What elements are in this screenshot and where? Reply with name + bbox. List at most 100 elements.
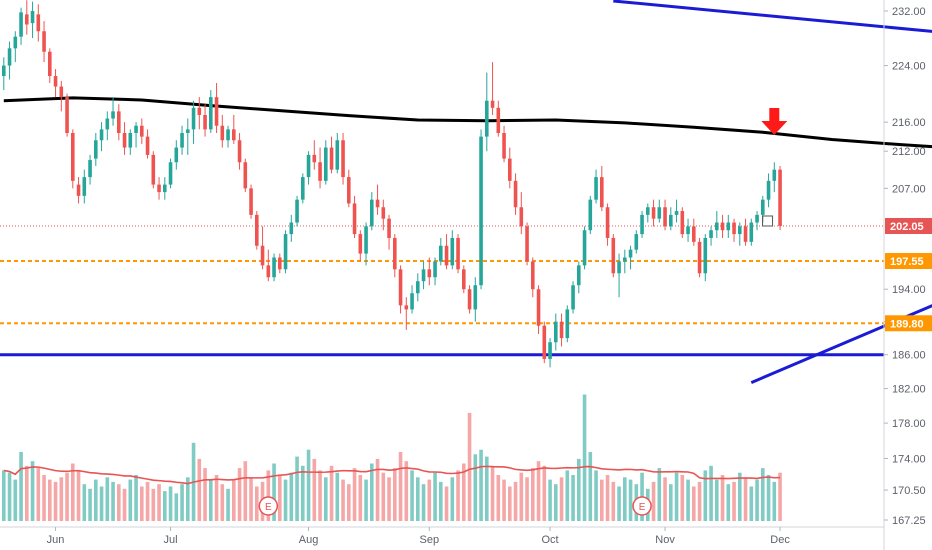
candle [53, 69, 58, 98]
candle-body [122, 132, 127, 148]
price-axis[interactable]: 232.00224.00216.00212.00207.00194.00190.… [883, 0, 932, 550]
volume-bar [513, 481, 518, 521]
earnings-marker[interactable]: E [632, 496, 652, 516]
candle [697, 237, 702, 278]
candle [766, 173, 771, 208]
candle-body [778, 169, 782, 226]
candle-body [347, 177, 351, 204]
price-tag[interactable]: 189.80 [885, 315, 932, 332]
volume-bar [312, 458, 317, 521]
volume-bar [536, 461, 541, 521]
price-tag-box [885, 253, 932, 270]
volume-bar [180, 484, 184, 521]
volume-bar [370, 463, 374, 521]
volume-bar [715, 479, 719, 521]
candle [191, 100, 196, 144]
volume-bar [53, 481, 58, 521]
candle-body [473, 285, 478, 310]
candle-body [450, 237, 455, 266]
candle-body [628, 249, 633, 258]
candle [646, 203, 650, 223]
candle [582, 226, 587, 270]
candle [255, 211, 259, 250]
candle [542, 321, 547, 364]
volume-bar [82, 484, 87, 521]
volume-bar [508, 486, 512, 521]
candle-body [761, 199, 765, 215]
candle [209, 90, 213, 133]
volume-bar [393, 468, 397, 521]
candle-body [611, 237, 616, 274]
candle [71, 129, 75, 189]
price-tag[interactable]: 197.55 [885, 253, 932, 270]
candle-body [508, 158, 512, 181]
volume-bar [249, 477, 253, 521]
candle-body [295, 199, 299, 223]
candle-body [76, 184, 81, 196]
candle-body [381, 207, 386, 219]
volume-bar [605, 475, 610, 521]
candle [99, 122, 104, 152]
volume-bar [71, 463, 75, 521]
candle-body [398, 269, 403, 306]
candle-body [703, 237, 708, 274]
candle [76, 177, 81, 204]
candle-body [82, 177, 87, 196]
upper-resistance-trendline[interactable] [613, 0, 932, 56]
volume-bar [444, 486, 449, 521]
candle [278, 253, 282, 274]
earnings-marker[interactable]: E [258, 496, 279, 516]
candle [145, 129, 150, 159]
candle [232, 114, 236, 144]
price-tick-label: 178.00 [892, 418, 926, 430]
candle-body [755, 214, 759, 223]
candle-body [163, 184, 167, 193]
volume-bar [467, 412, 472, 521]
candle-body [439, 245, 443, 262]
candle [318, 147, 322, 189]
candle-body [726, 222, 731, 231]
candle [82, 169, 87, 204]
moving-average-layer [3, 96, 932, 153]
candle [42, 21, 46, 63]
price-tag-label: 189.80 [890, 318, 924, 330]
volume-bar [542, 465, 547, 521]
candle-body [260, 245, 265, 266]
candle-body [128, 132, 133, 148]
volume-bar [318, 470, 322, 521]
candle-body [157, 184, 161, 193]
time-tick-label: Jul [164, 534, 178, 546]
volume-bar [427, 479, 432, 521]
moving-average-line[interactable] [3, 96, 932, 153]
candle [496, 100, 501, 137]
candle-body [341, 140, 345, 178]
candle-body [772, 169, 777, 181]
candle [88, 154, 92, 185]
volume-bar [404, 461, 409, 521]
time-axis[interactable]: Jun Jul Aug Sep Oct Nov Dec [0, 526, 884, 546]
candle-body [674, 211, 679, 215]
volume-bar [778, 472, 782, 521]
candle [237, 132, 242, 170]
candle-body [404, 305, 409, 310]
volume-bar [237, 468, 242, 521]
candle-body [427, 269, 432, 278]
candle [203, 104, 207, 137]
candle-body [48, 51, 52, 77]
volume-bar [157, 484, 161, 521]
candle-body [278, 257, 282, 270]
rising-support-trendline[interactable] [750, 216, 932, 384]
volume-bar [577, 458, 581, 521]
volume-bar [743, 477, 748, 521]
volume-bar [720, 475, 725, 521]
volume-bar [548, 479, 552, 521]
price-tag[interactable]: 202.05 [885, 217, 932, 234]
volume-bar [329, 465, 334, 521]
volume-bar [243, 461, 248, 521]
candle [157, 177, 161, 200]
candle-body [249, 188, 253, 215]
candle [674, 199, 679, 223]
candle [249, 184, 253, 219]
volume-bar [272, 463, 276, 521]
candle [105, 111, 110, 141]
